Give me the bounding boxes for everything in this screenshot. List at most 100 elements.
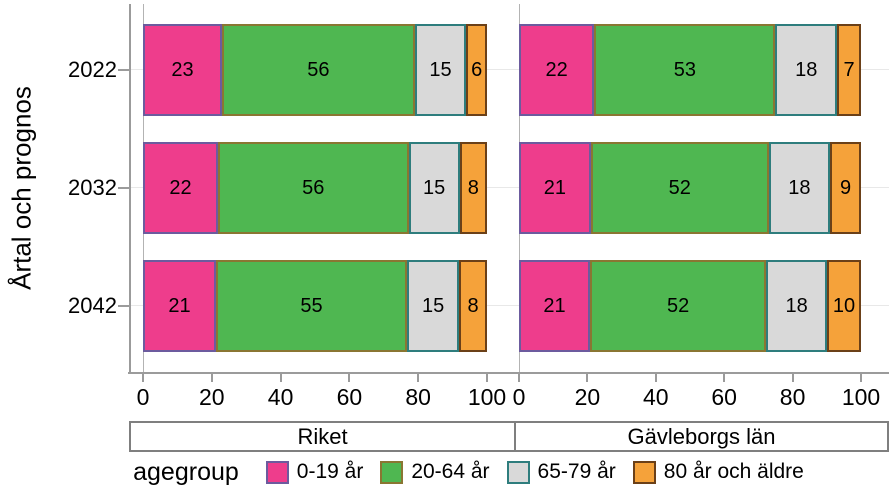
x-tick-label: 80 xyxy=(405,384,431,410)
bar-segment-label: 6 xyxy=(471,58,483,81)
bar-segment: 8 xyxy=(459,260,487,352)
bar-row: 23 56 15 6 xyxy=(143,24,487,116)
x-tick-label: 40 xyxy=(267,384,294,410)
bar-segment-label: 52 xyxy=(668,176,691,199)
x-axis-tick xyxy=(860,373,862,382)
bar-segment-label: 7 xyxy=(843,58,855,81)
x-axis-tick xyxy=(791,373,794,382)
x-axis-tick xyxy=(486,373,488,382)
bar-segment: 52 xyxy=(590,142,769,234)
y-axis-line xyxy=(129,4,131,372)
bar-segment: 6 xyxy=(466,24,487,116)
bar-segment: 18 xyxy=(768,142,831,234)
x-axis-tick xyxy=(518,373,520,382)
bar-segment: 8 xyxy=(459,142,487,234)
y-axis-tick xyxy=(118,69,130,71)
bar-segment-label: 8 xyxy=(467,294,479,317)
bar-segment-label: 15 xyxy=(423,176,446,199)
x-tick-label: 20 xyxy=(199,384,225,410)
legend-entry: 20-64 år xyxy=(380,460,490,484)
bar-segment: 55 xyxy=(215,260,408,352)
legend-label: 20-64 år xyxy=(411,460,490,483)
legend-swatch-icon xyxy=(632,460,656,484)
bar-segment: 10 xyxy=(827,260,861,352)
category-gridline xyxy=(130,187,889,188)
bar-row: 22 53 18 7 xyxy=(519,24,861,116)
bar-segment: 15 xyxy=(414,24,467,116)
x-tick-label: 40 xyxy=(643,384,669,410)
bar-segment: 15 xyxy=(408,142,460,234)
x-tick-label: 60 xyxy=(711,384,737,410)
bar-segment-label: 53 xyxy=(673,58,696,81)
bar-segment-label: 56 xyxy=(302,176,325,199)
panel-label-riket: Riket xyxy=(129,421,516,452)
x-axis-tick xyxy=(210,373,213,382)
legend-entry: 80 år och äldre xyxy=(632,460,804,484)
bar-segment-label: 9 xyxy=(840,176,852,199)
x-tick-label: 60 xyxy=(336,384,363,410)
x-tick-label: 0 xyxy=(512,384,526,410)
legend-swatch-icon xyxy=(265,460,289,484)
legend: agegroup 0-19 år 20-64 år 65-79 år 80 år oc… xyxy=(0,452,893,492)
legend-entries: 0-19 år 20-64 år 65-79 år 80 år och äldre xyxy=(265,460,804,484)
bar-segment: 18 xyxy=(775,24,838,116)
bar-segment-label: 18 xyxy=(795,58,818,81)
legend-title: agegroup xyxy=(133,457,239,486)
panel-label-gavleborg: Gävleborgs län xyxy=(514,421,889,452)
bar-row: 22 56 15 8 xyxy=(143,142,487,234)
x-tick-label: 20 xyxy=(574,384,601,410)
legend-swatch-icon xyxy=(506,460,530,484)
bar-segment: 56 xyxy=(222,24,415,116)
bar-segment-label: 21 xyxy=(168,294,191,317)
x-tick-label: 100 xyxy=(467,384,507,410)
x-axis-line xyxy=(128,372,889,374)
legend-label: 0-19 år xyxy=(296,460,364,483)
bar-segment: 22 xyxy=(143,142,218,234)
bar-segment: 7 xyxy=(837,24,861,116)
bar-segment-label: 52 xyxy=(667,294,690,317)
x-axis-tick xyxy=(654,373,657,382)
y-tick-label: 2042 xyxy=(68,293,117,318)
bar-segment-label: 56 xyxy=(307,58,330,81)
bar-segment-label: 10 xyxy=(832,294,856,317)
bar-segment-label: 15 xyxy=(422,294,445,317)
category-gridline xyxy=(130,69,889,70)
bar-row: 21 52 18 9 xyxy=(519,142,861,234)
x-tick-label: 100 xyxy=(841,384,881,410)
x-tick-label: 0 xyxy=(136,384,150,410)
bar-segment: 21 xyxy=(519,142,591,234)
bar-segment-label: 18 xyxy=(788,176,811,199)
bar-segment-label: 55 xyxy=(300,294,323,317)
x-axis-tick xyxy=(348,373,351,382)
x-axis-tick xyxy=(417,373,420,382)
bar-segment: 56 xyxy=(217,142,409,234)
y-axis-tick xyxy=(118,305,130,307)
legend-entry: 65-79 år xyxy=(506,460,616,484)
bar-segment-label: 18 xyxy=(785,294,808,317)
bar-segment: 53 xyxy=(594,24,776,116)
x-axis-tick xyxy=(279,373,282,382)
legend-entry: 0-19 år xyxy=(265,460,364,484)
legend-label: 80 år och äldre xyxy=(663,460,804,483)
bar-segment: 15 xyxy=(407,260,460,352)
legend-swatch-icon xyxy=(380,460,404,484)
bar-segment: 22 xyxy=(519,24,595,116)
y-tick-label: 2032 xyxy=(68,175,117,200)
x-axis-tick xyxy=(723,373,726,382)
y-tick-label: 2022 xyxy=(68,57,117,82)
bar-segment: 21 xyxy=(143,260,216,352)
bar-segment: 23 xyxy=(143,24,223,116)
y-axis-tick xyxy=(118,187,130,189)
x-tick-label: 80 xyxy=(779,384,806,410)
bar-segment: 18 xyxy=(766,260,828,352)
bar-segment-label: 21 xyxy=(543,294,566,317)
bar-segment-label: 15 xyxy=(429,58,452,81)
bar-segment: 9 xyxy=(830,142,861,234)
bar-segment-label: 22 xyxy=(169,176,192,199)
bar-segment: 52 xyxy=(590,260,767,352)
bar-segment-label: 22 xyxy=(545,58,568,81)
bar-segment: 21 xyxy=(519,260,591,352)
bar-segment-label: 23 xyxy=(171,58,194,81)
